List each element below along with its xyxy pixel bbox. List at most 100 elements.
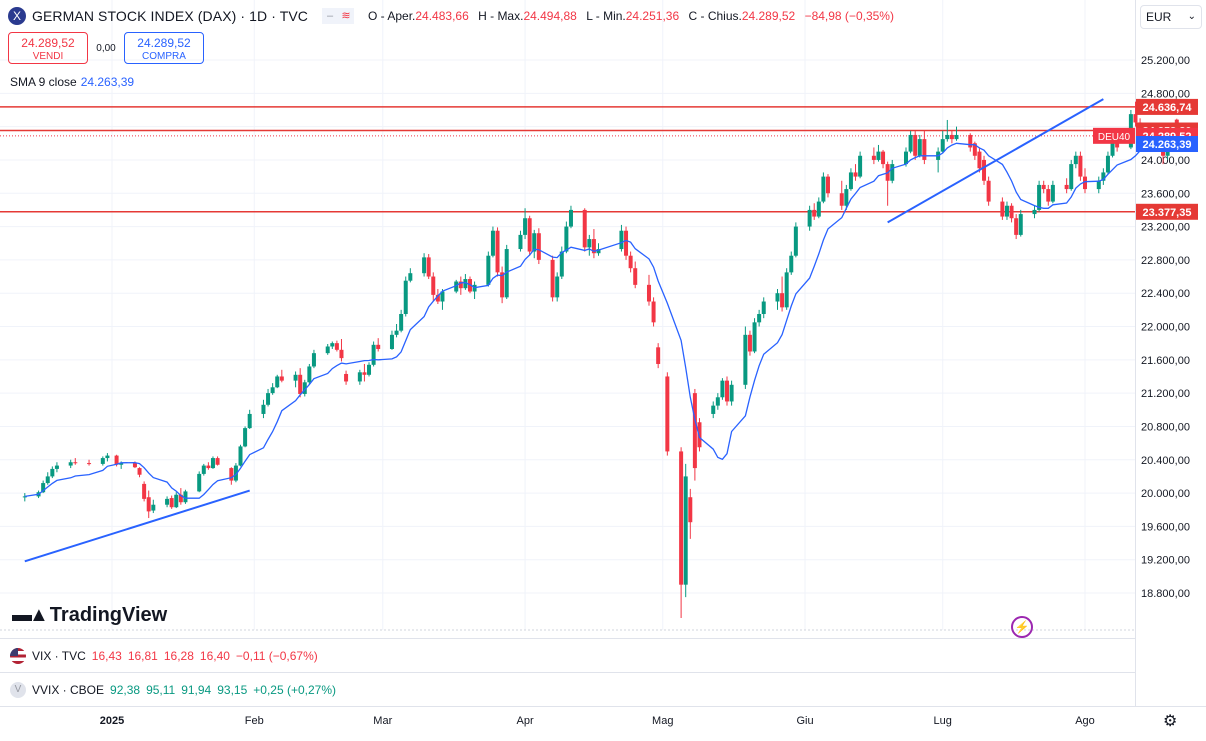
candle xyxy=(339,338,344,362)
symbol-logo-icon[interactable]: X xyxy=(8,7,26,25)
x-tick-label: Ago xyxy=(1075,715,1095,727)
candle-body xyxy=(376,344,381,349)
candle-body xyxy=(775,293,780,302)
y-tick-label: 20.800,00 xyxy=(1141,421,1190,433)
candle xyxy=(582,208,587,252)
candle xyxy=(201,463,206,476)
candle xyxy=(812,203,817,220)
ohlc-high-label: H - Max. xyxy=(478,9,524,23)
candle-body xyxy=(344,373,349,382)
candle-body xyxy=(1069,164,1074,190)
candle xyxy=(463,274,468,290)
candle-body xyxy=(1101,172,1106,181)
candle-body xyxy=(357,372,362,382)
candle xyxy=(550,255,555,302)
candle xyxy=(243,426,248,448)
candle-body xyxy=(1064,184,1069,190)
candle xyxy=(1000,197,1005,220)
candle-body xyxy=(913,134,918,156)
y-tick-label: 22.400,00 xyxy=(1141,288,1190,300)
gear-icon[interactable]: ⚙ xyxy=(1163,713,1178,730)
candle xyxy=(624,226,629,260)
candle xyxy=(1073,151,1078,169)
sma-legend[interactable]: SMA 9 close 24.263,39 xyxy=(10,75,134,89)
vvix-panel[interactable]: V VVIX · CBOE 92,38 95,11 91,94 93,15 +0… xyxy=(0,672,1135,707)
vix-low: 16,28 xyxy=(163,649,194,663)
y-tick-label: 22.800,00 xyxy=(1141,255,1190,267)
candle-body xyxy=(683,476,688,585)
visibility-toggle[interactable]: ‒ ≋ xyxy=(322,8,355,24)
candle xyxy=(954,126,959,141)
vix-change: −0,11 (−0,67%) xyxy=(235,649,318,663)
candle-body xyxy=(752,322,757,352)
vvix-high: 95,11 xyxy=(146,683,176,697)
candle-body xyxy=(1046,189,1051,202)
candle-body xyxy=(784,272,789,308)
candle xyxy=(367,362,372,377)
candle-body xyxy=(41,483,46,493)
candle xyxy=(490,226,495,258)
waves-icon[interactable]: ≋ xyxy=(338,8,355,24)
candle-body xyxy=(440,291,445,302)
y-tick-label: 22.000,00 xyxy=(1141,322,1190,334)
candle xyxy=(1105,151,1110,175)
candle-body xyxy=(119,463,124,465)
candle xyxy=(376,338,381,352)
lightning-icon[interactable]: ⚡ xyxy=(1011,616,1033,638)
candle xyxy=(555,272,560,302)
candle xyxy=(784,268,789,310)
candle xyxy=(591,229,596,259)
candle-body xyxy=(298,374,303,394)
candle-body xyxy=(174,494,179,508)
y-tick-label: 23.600,00 xyxy=(1141,188,1190,200)
level-tag-text: 23.377,35 xyxy=(1143,207,1192,219)
candle xyxy=(334,340,339,352)
candle-body xyxy=(532,233,537,252)
sma-tag-text: 24.263,39 xyxy=(1143,139,1192,151)
symbol-title[interactable]: GERMAN STOCK INDEX (DAX) · 1D · TVC xyxy=(32,8,309,24)
dash-icon[interactable]: ‒ xyxy=(322,8,339,24)
ohlc-close-label: C - Chius. xyxy=(688,9,742,23)
candle-body xyxy=(858,155,863,177)
candle-body xyxy=(1073,155,1078,165)
candle-body xyxy=(293,374,298,381)
candle-body xyxy=(1014,218,1019,235)
level-tag-bg xyxy=(1136,98,1198,115)
candle xyxy=(100,456,105,466)
tradingview-logo[interactable]: ▬▲ TradingView xyxy=(12,604,167,627)
candle-body xyxy=(743,334,748,385)
buy-button[interactable]: 24.289,52 COMPRA xyxy=(124,32,204,64)
candle xyxy=(908,130,913,154)
currency-select[interactable]: EUR ⌄ xyxy=(1140,5,1202,29)
candle-body xyxy=(633,268,638,285)
time-axis[interactable] xyxy=(0,706,1206,741)
spread-value: 0,00 xyxy=(96,42,116,54)
candle-body xyxy=(977,151,982,169)
candle xyxy=(357,369,362,385)
candle xyxy=(371,341,376,367)
vix-panel[interactable]: VIX · TVC 16,43 16,81 16,28 16,40 −0,11 … xyxy=(0,638,1135,673)
candle xyxy=(940,130,945,154)
vvix-close: 93,15 xyxy=(217,683,248,697)
candle xyxy=(362,363,367,382)
candle xyxy=(229,467,234,485)
candle xyxy=(311,349,316,369)
ohlc-low-value: 24.251,36 xyxy=(625,9,680,23)
candle xyxy=(761,297,766,319)
candle xyxy=(683,463,688,598)
candle xyxy=(270,383,275,395)
candle-body xyxy=(1041,184,1046,190)
candle-body xyxy=(720,380,725,398)
sell-button[interactable]: 24.289,52 VENDI xyxy=(8,32,88,64)
candle xyxy=(399,309,404,333)
candle xyxy=(1009,203,1014,223)
candle xyxy=(389,330,394,350)
ohlc-low-label: L - Min. xyxy=(586,9,626,23)
candle-body xyxy=(367,364,372,375)
ohlc-open-label: O - Aper. xyxy=(368,9,416,23)
candle xyxy=(885,161,890,206)
candle xyxy=(206,462,211,470)
vvix-open: 92,38 xyxy=(110,683,141,697)
candle xyxy=(720,378,725,400)
